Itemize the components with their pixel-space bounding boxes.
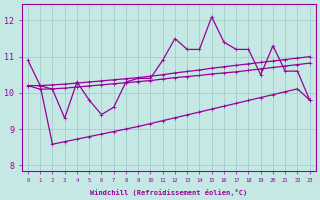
X-axis label: Windchill (Refroidissement éolien,°C): Windchill (Refroidissement éolien,°C)	[90, 189, 247, 196]
